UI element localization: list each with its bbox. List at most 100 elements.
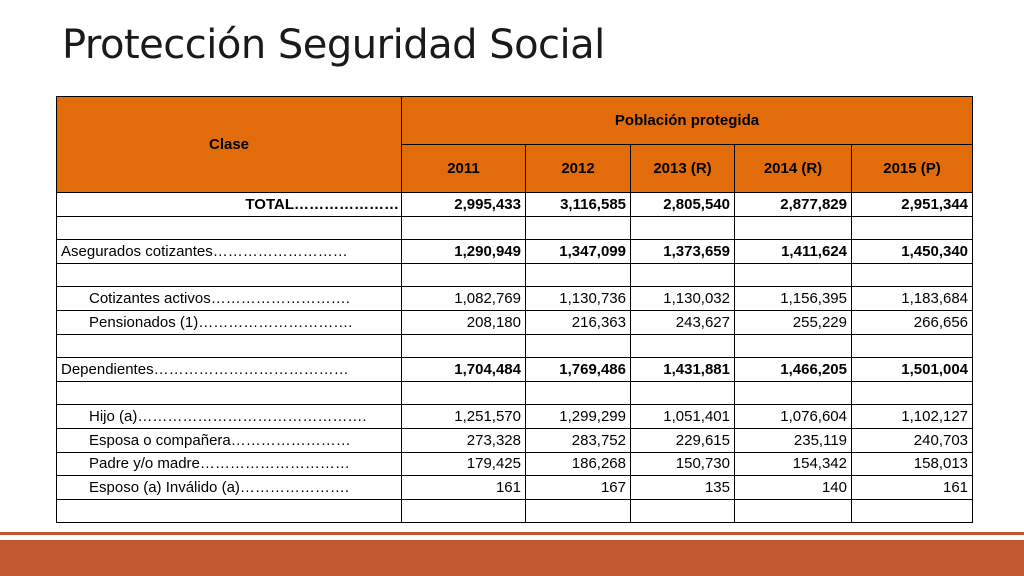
clase-header: Clase — [56, 96, 402, 193]
table-row-total: TOTAL………………… 2,995,433 3,116,585 2,805,5… — [56, 192, 974, 217]
table-cell: 1,082,769 — [401, 286, 526, 311]
table-cell: 3,116,585 — [525, 192, 631, 217]
row-label — [56, 262, 402, 288]
table-cell — [401, 498, 526, 524]
table-cell: 167 — [525, 475, 631, 500]
table-cell: 273,328 — [401, 427, 526, 453]
table-cell — [734, 333, 852, 359]
row-label: Hijo (a)………………………………………. — [56, 404, 402, 429]
table-cell: 1,076,604 — [734, 404, 852, 429]
year-header: 2015 (P) — [850, 144, 974, 193]
table-row-esposa: Esposa o compañera…………………… 273,328 283,7… — [56, 427, 974, 453]
table-cell — [525, 262, 631, 288]
table-cell — [734, 215, 852, 241]
table-cell: 1,704,484 — [401, 357, 526, 382]
table-row-spacer — [56, 380, 974, 406]
table-cell: 243,627 — [630, 309, 735, 335]
table-cell — [401, 333, 526, 359]
row-label: Esposo (a) Inválido (a)…………………. — [56, 475, 402, 500]
table-cell: 1,251,570 — [401, 404, 526, 429]
table-row-hijo: Hijo (a)………………………………………. 1,251,570 1,299… — [56, 404, 974, 429]
row-label: Esposa o compañera…………………… — [56, 427, 402, 453]
table-cell — [734, 498, 852, 524]
table-cell: 1,102,127 — [850, 404, 974, 429]
table-cell: 1,299,299 — [525, 404, 631, 429]
table-cell — [850, 498, 974, 524]
table-cell: 1,769,486 — [525, 357, 631, 382]
row-label — [56, 498, 402, 524]
table-cell: 1,450,340 — [850, 239, 974, 264]
table-cell: 135 — [630, 475, 735, 500]
table-cell: 283,752 — [525, 427, 631, 453]
table-row-cotizantes-activos: Cotizantes activos………………………. 1,082,769 1… — [56, 286, 974, 311]
table-cell — [525, 215, 631, 241]
year-header: 2014 (R) — [734, 144, 852, 193]
row-label — [56, 380, 402, 406]
table-cell: 161 — [401, 475, 526, 500]
table-cell: 1,051,401 — [630, 404, 735, 429]
table-cell — [630, 215, 735, 241]
table-cell: 255,229 — [734, 309, 852, 335]
row-label: Dependientes………………………………… — [56, 357, 402, 382]
table-cell — [850, 333, 974, 359]
table-row-spacer — [56, 215, 974, 241]
table-cell: 1,466,205 — [734, 357, 852, 382]
row-label: Padre y/o madre………………………… — [56, 451, 402, 477]
row-label — [56, 215, 402, 241]
table-cell — [525, 333, 631, 359]
table-cell: 1,130,736 — [525, 286, 631, 311]
table-row-pensionados: Pensionados (1)…………………………. 208,180 216,3… — [56, 309, 974, 335]
table-row-dependientes: Dependientes………………………………… 1,704,484 1,76… — [56, 357, 974, 382]
table-cell — [734, 380, 852, 406]
table-cell: 1,411,624 — [734, 239, 852, 264]
table-cell: 1,501,004 — [850, 357, 974, 382]
row-label: Cotizantes activos………………………. — [56, 286, 402, 311]
table-cell — [850, 380, 974, 406]
table-cell: 2,877,829 — [734, 192, 852, 217]
table-cell — [525, 498, 631, 524]
table-cell — [401, 215, 526, 241]
table-row-esposo-invalido: Esposo (a) Inválido (a)…………………. 161 167 … — [56, 475, 974, 500]
table-cell: 150,730 — [630, 451, 735, 477]
table-cell — [401, 262, 526, 288]
table-cell: 2,951,344 — [850, 192, 974, 217]
table-cell — [630, 333, 735, 359]
table-cell: 216,363 — [525, 309, 631, 335]
table-cell: 1,156,395 — [734, 286, 852, 311]
footer-accent-line — [0, 532, 1024, 535]
table-cell: 2,805,540 — [630, 192, 735, 217]
row-label: TOTAL………………… — [56, 192, 402, 217]
table-cell: 1,130,032 — [630, 286, 735, 311]
table-cell — [525, 380, 631, 406]
table-cell — [850, 262, 974, 288]
table-cell — [630, 262, 735, 288]
table-cell: 1,431,881 — [630, 357, 735, 382]
table-row-spacer — [56, 262, 974, 288]
table-row-asegurados: Asegurados cotizantes……………………… 1,290,949… — [56, 239, 974, 264]
table-cell: 229,615 — [630, 427, 735, 453]
table-cell: 158,013 — [850, 451, 974, 477]
row-label — [56, 333, 402, 359]
year-header: 2013 (R) — [630, 144, 735, 193]
year-header: 2012 — [525, 144, 631, 193]
table-cell: 235,119 — [734, 427, 852, 453]
table-cell: 1,183,684 — [850, 286, 974, 311]
table-cell: 240,703 — [850, 427, 974, 453]
table-cell — [734, 262, 852, 288]
table-cell — [850, 215, 974, 241]
table-cell: 161 — [850, 475, 974, 500]
row-label: Pensionados (1)…………………………. — [56, 309, 402, 335]
table-cell — [401, 380, 526, 406]
table-row-padre-madre: Padre y/o madre………………………… 179,425 186,26… — [56, 451, 974, 477]
table-cell — [630, 380, 735, 406]
table-cell: 1,347,099 — [525, 239, 631, 264]
table-cell: 1,373,659 — [630, 239, 735, 264]
table-cell: 186,268 — [525, 451, 631, 477]
data-table-container: Clase Población protegida 2011 2012 2013… — [56, 96, 974, 524]
table-cell: 154,342 — [734, 451, 852, 477]
year-header: 2011 — [401, 144, 526, 193]
table-cell: 2,995,433 — [401, 192, 526, 217]
table-cell: 179,425 — [401, 451, 526, 477]
table-cell: 266,656 — [850, 309, 974, 335]
footer-accent-band — [0, 540, 1024, 576]
